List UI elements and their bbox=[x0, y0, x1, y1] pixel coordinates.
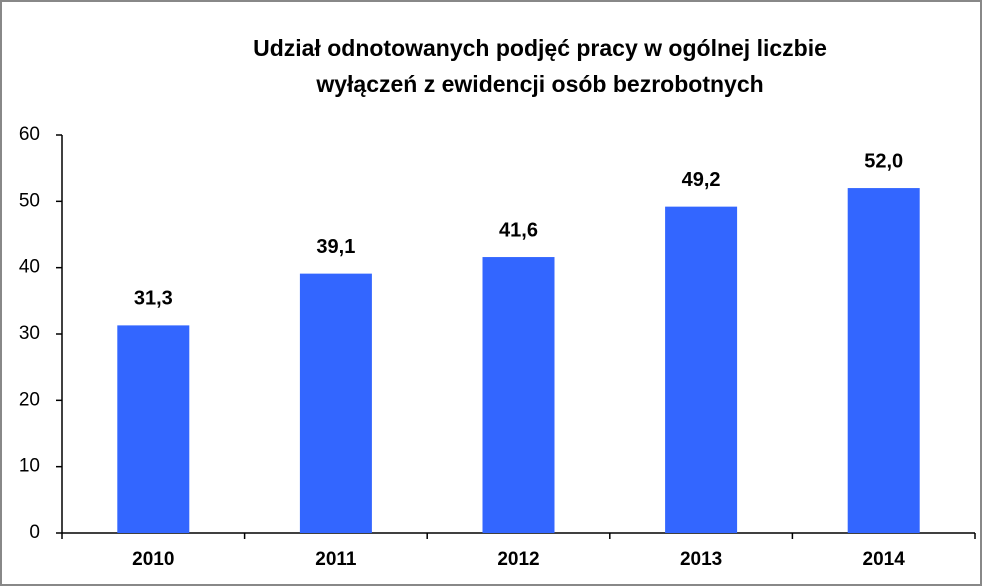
bar bbox=[665, 206, 738, 533]
y-tick-label: 0 bbox=[29, 522, 40, 543]
value-label: 49,2 bbox=[682, 169, 721, 191]
value-label: 31,3 bbox=[134, 288, 173, 310]
x-tick-label: 2012 bbox=[497, 549, 539, 570]
y-tick-label: 40 bbox=[19, 257, 40, 278]
y-tick-label: 60 bbox=[19, 124, 40, 145]
x-tick-label: 2010 bbox=[132, 549, 174, 570]
bar bbox=[299, 273, 372, 533]
x-tick-label: 2014 bbox=[863, 549, 906, 570]
bar bbox=[847, 188, 920, 534]
chart-title: wyłączeń z ewidencji osób bezrobotnych bbox=[315, 71, 763, 97]
value-label: 41,6 bbox=[499, 219, 538, 241]
x-tick-label: 2013 bbox=[680, 549, 722, 570]
bar bbox=[482, 257, 555, 533]
bar bbox=[117, 325, 190, 533]
value-label: 52,0 bbox=[864, 150, 903, 172]
y-tick-label: 20 bbox=[19, 389, 40, 410]
value-label: 39,1 bbox=[316, 236, 355, 258]
chart-title: Udział odnotowanych podjęć pracy w ogóln… bbox=[253, 35, 827, 61]
y-tick-label: 10 bbox=[19, 456, 40, 477]
y-tick-label: 30 bbox=[19, 323, 40, 344]
x-tick-label: 2011 bbox=[315, 549, 357, 570]
y-tick-label: 50 bbox=[19, 190, 40, 211]
